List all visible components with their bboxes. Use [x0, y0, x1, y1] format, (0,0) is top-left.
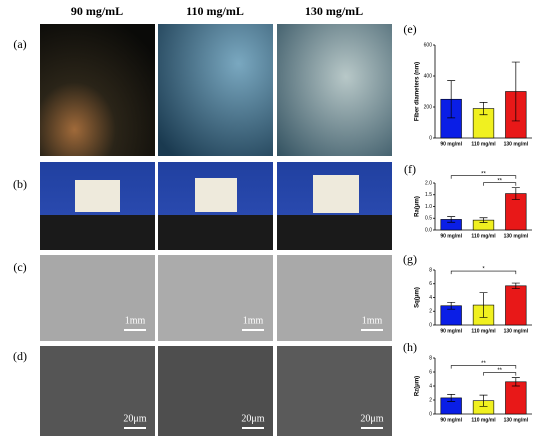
- y-tick-label: 6: [429, 369, 432, 375]
- error-bar: [479, 217, 488, 223]
- column-header: 110 mg/mL: [186, 4, 244, 18]
- y-tick-label: 1.5: [425, 192, 432, 198]
- y-tick-label: 2.0: [425, 180, 432, 186]
- y-tick-label: 0: [429, 411, 432, 417]
- scale-bar-lines: [124, 329, 383, 429]
- x-tick-label: 130 mg/ml: [504, 233, 529, 239]
- scale-bar-label: 20μm: [241, 413, 264, 424]
- chart-title: (e): [403, 22, 416, 36]
- error-bar: [511, 282, 520, 289]
- y-tick-label: 0: [429, 135, 432, 141]
- y-axis-label: Sq(μm): [415, 287, 421, 308]
- significance-bracket: [483, 182, 517, 186]
- x-tick-label: 90 mg/ml: [440, 328, 462, 334]
- x-tick-label: 130 mg/ml: [504, 141, 529, 147]
- significance-label: *: [482, 267, 485, 273]
- error-bar: [447, 80, 456, 119]
- x-tick-label: 90 mg/ml: [440, 141, 462, 147]
- y-tick-label: 0.0: [425, 227, 432, 233]
- y-tick-label: 6: [429, 281, 432, 287]
- y-tick-label: 0: [429, 322, 432, 328]
- error-bar: [479, 394, 488, 407]
- y-tick-label: 4: [429, 295, 432, 301]
- y-tick-label: 1.0: [425, 204, 432, 210]
- y-tick-label: 8: [429, 355, 432, 361]
- x-tick-label: 110 mg/ml: [471, 233, 496, 239]
- significance-label: **: [497, 178, 502, 184]
- scale-bar-label: 1mm: [362, 315, 383, 326]
- significance-bracket: [450, 365, 517, 369]
- y-tick-label: 200: [424, 104, 433, 110]
- scale-bar-label: 1mm: [125, 315, 146, 326]
- x-tick-label: 110 mg/ml: [471, 141, 496, 147]
- x-tick-label: 90 mg/ml: [440, 417, 462, 423]
- y-tick-label: 600: [424, 42, 433, 48]
- y-axis-label: Fiber diameters (nm): [415, 62, 421, 121]
- photo: [40, 346, 155, 436]
- y-axis-label: Ra(μm): [415, 196, 421, 217]
- photo: [158, 346, 273, 436]
- chart-title: (f): [404, 162, 416, 176]
- error-bar: [511, 61, 520, 122]
- scale-bar-label: 20μm: [360, 413, 383, 424]
- significance-bracket: [450, 270, 517, 275]
- panel-label: (c): [13, 260, 26, 274]
- photo: [158, 24, 273, 156]
- y-tick-label: 2: [429, 309, 432, 315]
- significance-label: **: [481, 361, 486, 367]
- x-tick-label: 130 mg/ml: [504, 417, 529, 423]
- chart-title: (g): [403, 252, 417, 266]
- error-bar: [511, 187, 520, 200]
- panel-label: (a): [13, 37, 26, 51]
- scale-bar-label: 1mm: [243, 315, 264, 326]
- panel-label: (d): [13, 349, 27, 363]
- y-axis-label: Rz(μm): [415, 376, 421, 396]
- y-tick-label: 2: [429, 397, 432, 403]
- photo: [277, 346, 392, 436]
- significance-bracket: [483, 372, 517, 376]
- error-bar: [447, 216, 456, 223]
- photo: [40, 24, 155, 156]
- bar: [505, 285, 527, 326]
- significance-label: **: [481, 171, 486, 177]
- y-tick-label: 0.5: [425, 216, 432, 222]
- scale-bar-label: 20μm: [123, 413, 146, 424]
- column-header: 90 mg/mL: [71, 4, 123, 18]
- x-tick-label: 110 mg/ml: [471, 417, 496, 423]
- x-tick-label: 130 mg/ml: [504, 328, 529, 334]
- photo: [40, 255, 155, 341]
- significance-label: **: [497, 368, 502, 374]
- significance-bracket: [450, 175, 517, 179]
- error-bar: [447, 301, 456, 310]
- x-tick-label: 90 mg/ml: [440, 233, 462, 239]
- error-bar: [479, 102, 488, 116]
- bar: [505, 381, 527, 415]
- photo: [277, 24, 392, 156]
- error-bar: [447, 394, 456, 402]
- panel-label: (b): [13, 177, 27, 191]
- error-bar: [511, 377, 520, 387]
- x-tick-label: 110 mg/ml: [471, 328, 496, 334]
- chart-title: (h): [403, 340, 417, 354]
- y-tick-label: 4: [429, 383, 432, 389]
- photo: [158, 255, 273, 341]
- y-tick-label: 8: [429, 267, 432, 273]
- y-tick-label: 400: [424, 73, 433, 79]
- photo-group: [40, 162, 392, 250]
- photo: [277, 255, 392, 341]
- column-header: 130 mg/mL: [305, 4, 363, 18]
- error-bar: [479, 292, 488, 318]
